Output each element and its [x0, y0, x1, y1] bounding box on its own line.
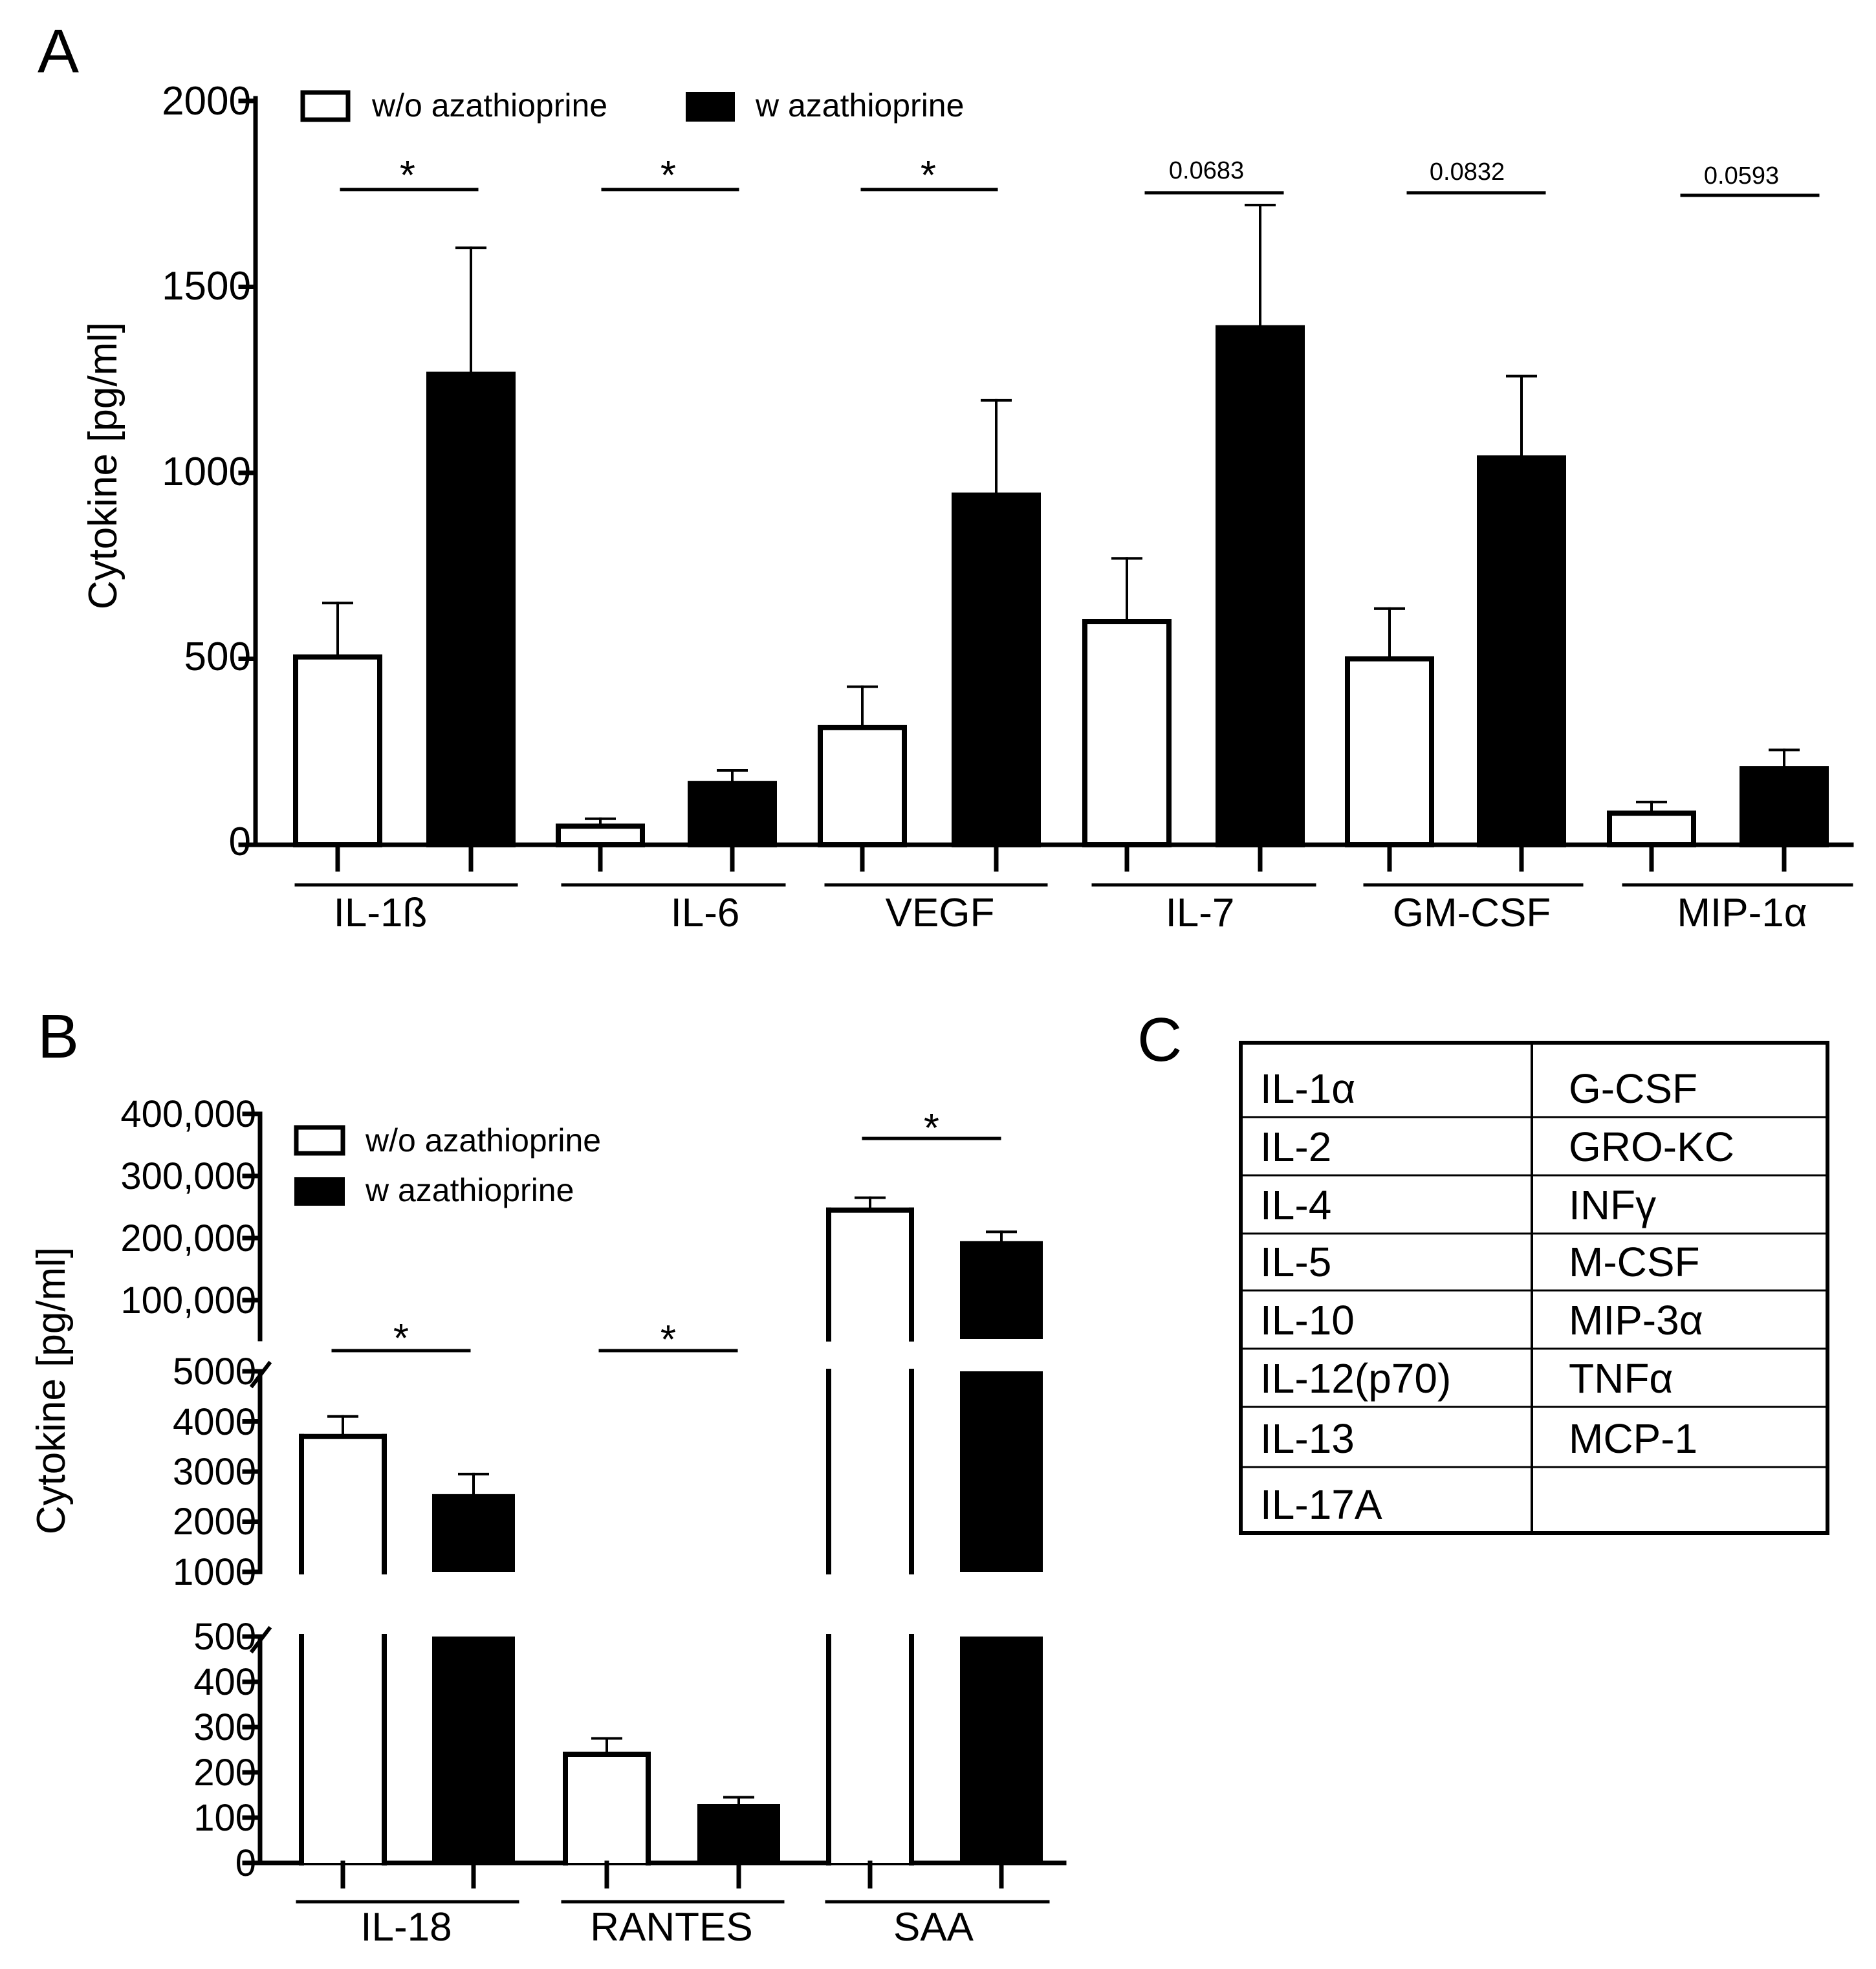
panel-b-legend: w/o azathioprine w azathioprine	[294, 1122, 601, 1208]
axis-break-mark	[249, 1626, 272, 1654]
table-cell: MIP-3α	[1569, 1297, 1703, 1343]
panel-a-y-axis-label: Cytokine [pg/ml]	[81, 322, 125, 610]
significance-label: *	[393, 1316, 409, 1361]
table-cell: IL-13	[1260, 1415, 1355, 1462]
y-tick-label: 0	[229, 820, 251, 864]
y-tick-label: 200,000	[120, 1217, 256, 1259]
bar-with	[1477, 455, 1566, 847]
category-label: IL-6	[671, 891, 740, 935]
panel-a-significance-labels: * * * 0.0683 0.0832 0.0593	[400, 153, 1779, 198]
table-cell: G-CSF	[1569, 1065, 1697, 1112]
bar-without	[1607, 810, 1696, 847]
significance-label: 0.0683	[1169, 157, 1244, 184]
table-cell: IL-12(p70)	[1260, 1355, 1451, 1402]
y-tick-label: 300,000	[120, 1155, 256, 1197]
significance-label: *	[924, 1106, 939, 1151]
significance-label: 0.0593	[1704, 162, 1779, 190]
bar-without	[1345, 656, 1434, 847]
panel-b-label: B	[38, 1002, 79, 1071]
table-cell: IL-5	[1260, 1239, 1331, 1285]
bar-with	[960, 1241, 1043, 1339]
table-cell: IL-17A	[1260, 1481, 1382, 1528]
table-cell: IL-1α	[1260, 1065, 1355, 1112]
panel-b: B Cytokine [pg/ml] w/o azathioprine w az…	[29, 1002, 1067, 1950]
table-cell: INFγ	[1569, 1182, 1656, 1228]
legend-label-with: w azathioprine	[755, 87, 964, 124]
bar-without	[829, 1637, 911, 1863]
legend-label-without: w/o azathioprine	[365, 1122, 601, 1159]
panel-a-legend: w/o azathioprine w azathioprine	[300, 87, 964, 124]
y-tick-label: 100,000	[120, 1279, 256, 1322]
table-cell: MCP-1	[1569, 1415, 1697, 1462]
bar-with	[432, 1494, 515, 1572]
panel-b-significance-labels: * * *	[393, 1106, 939, 1362]
cytokine-table: IL-1α G-CSF IL-2 GRO-KC IL-4 INFγ IL-5 M-CSF IL-…	[1239, 1041, 1829, 1535]
y-tick-label: 2000	[162, 79, 251, 124]
category-label: IL-7	[1166, 891, 1235, 935]
panel-b-y-axis-label: Cytokine [pg/ml]	[29, 1247, 74, 1535]
panel-a-y-ticks: 0 500 1000 1500 2000	[162, 79, 251, 864]
table-cell: GRO-KC	[1569, 1124, 1734, 1170]
y-tick-label: 2000	[173, 1501, 256, 1543]
y-tick-label: 1000	[173, 1551, 256, 1593]
table-cell: IL-4	[1260, 1182, 1331, 1228]
table-border	[1239, 1041, 1829, 1535]
significance-label: *	[660, 1318, 676, 1362]
table-cell: M-CSF	[1569, 1239, 1700, 1285]
significance-label: *	[400, 153, 415, 198]
bar-without	[818, 724, 907, 847]
y-tick-label: 3000	[173, 1451, 256, 1493]
category-label: RANTES	[590, 1905, 752, 1950]
bar-with	[426, 371, 516, 847]
bar-with	[688, 781, 777, 847]
panel-a-label: A	[38, 17, 79, 86]
legend-label-with: w azathioprine	[365, 1172, 574, 1208]
bar-without	[301, 1637, 384, 1863]
category-label: GM-CSF	[1393, 891, 1551, 935]
y-tick-label: 4000	[173, 1401, 256, 1443]
significance-label: 0.0832	[1430, 158, 1505, 186]
legend-swatch-open	[294, 1125, 345, 1156]
axis-break-mark	[249, 1360, 272, 1389]
bar-without	[556, 823, 645, 847]
bar-with	[432, 1637, 515, 1863]
panel-a-category-labels: IL-1ß IL-6 VEGF IL-7 GM-CSF MIP-1α	[334, 891, 1807, 935]
category-label: VEGF	[886, 891, 995, 935]
bar-with	[960, 1637, 1043, 1863]
table-cell: TNFα	[1569, 1355, 1673, 1402]
category-label: IL-18	[360, 1905, 452, 1950]
y-tick-label: 1000	[162, 450, 251, 494]
table-cell: IL-10	[1260, 1297, 1355, 1343]
panel-a: A Cytokine [pg/ml] w/o azathioprine w az…	[38, 17, 1854, 935]
category-label: MIP-1α	[1677, 891, 1807, 935]
bar-without	[829, 1371, 911, 1572]
panel-c-label: C	[1137, 1005, 1182, 1074]
panel-b-category-labels: IL-18 RANTES SAA	[360, 1905, 974, 1950]
y-tick-label: 1500	[162, 264, 251, 309]
bar-without	[293, 654, 382, 847]
legend-swatch-filled	[294, 1177, 345, 1206]
category-label: IL-1ß	[334, 891, 428, 935]
y-tick-label: 5000	[173, 1351, 256, 1393]
bar-without	[565, 1754, 648, 1863]
bar-with	[1216, 325, 1305, 847]
category-label: SAA	[893, 1905, 974, 1950]
bar-without	[301, 1436, 384, 1572]
legend-label-without: w/o azathioprine	[371, 87, 607, 124]
table-cell: IL-2	[1260, 1124, 1331, 1170]
bar-with	[960, 1371, 1043, 1572]
panel-b-y-ticks: 0 100 200 300 400 500 1000 2000 3000 400…	[120, 1093, 256, 1884]
bar-without	[829, 1210, 911, 1339]
legend-swatch-open	[300, 90, 351, 122]
bar-without	[1082, 619, 1172, 847]
significance-label: *	[660, 153, 676, 198]
significance-label: *	[921, 153, 936, 198]
bar-with	[697, 1804, 780, 1863]
bar-with	[952, 492, 1041, 847]
bar-with	[1740, 766, 1829, 847]
legend-swatch-filled	[686, 92, 735, 122]
y-tick-label: 400,000	[120, 1093, 256, 1135]
